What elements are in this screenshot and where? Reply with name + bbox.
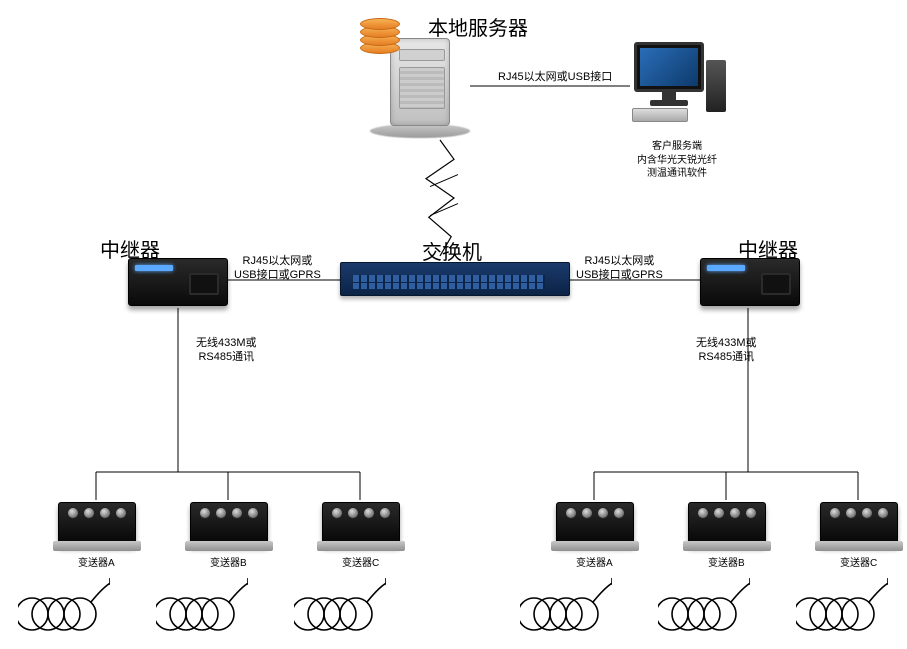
transmitter-left-0: [58, 502, 136, 546]
cable-coils-left-0: [18, 578, 110, 624]
repeater-right-device: [700, 258, 800, 306]
cable-coils-right-2: [796, 578, 888, 624]
transmitter-right-2: [820, 502, 898, 546]
cable-coils-left-2: [294, 578, 386, 624]
server-label: 本地服务器: [428, 12, 528, 41]
client-pc-device: [626, 42, 726, 132]
server-device: [370, 30, 460, 130]
transmitter-right-1: [688, 502, 766, 546]
link-label-server-pc: RJ45以太网或USB接口: [498, 70, 612, 84]
switch-label: 交换机: [422, 236, 482, 265]
transmitter-left-1-label: 变送器B: [210, 554, 247, 569]
transmitter-left-2: [322, 502, 400, 546]
cable-coils-left-1: [156, 578, 248, 624]
transmitter-right-0: [556, 502, 634, 546]
link-label-repeater-left-down: 无线433M或 RS485通讯: [196, 336, 257, 365]
transmitter-left-2-label: 变送器C: [342, 554, 379, 569]
link-label-switch-right: RJ45以太网或 USB接口或GPRS: [576, 254, 663, 283]
repeater-right-label: 中继器: [738, 234, 798, 263]
transmitter-left-0-label: 变送器A: [78, 554, 115, 569]
link-label-switch-left: RJ45以太网或 USB接口或GPRS: [234, 254, 321, 283]
cable-coils-right-1: [658, 578, 750, 624]
transmitter-left-1: [190, 502, 268, 546]
cable-coils-right-0: [520, 578, 612, 624]
switch-device: [340, 262, 570, 296]
repeater-left-device: [128, 258, 228, 306]
client-pc-caption: 客户服务端 内含华光天锐光纤 测温通讯软件: [622, 140, 732, 181]
transmitter-right-2-label: 变送器C: [840, 554, 877, 569]
transmitter-right-0-label: 变送器A: [576, 554, 613, 569]
link-label-repeater-right-down: 无线433M或 RS485通讯: [696, 336, 757, 365]
repeater-left-label: 中继器: [100, 234, 160, 263]
transmitter-right-1-label: 变送器B: [708, 554, 745, 569]
